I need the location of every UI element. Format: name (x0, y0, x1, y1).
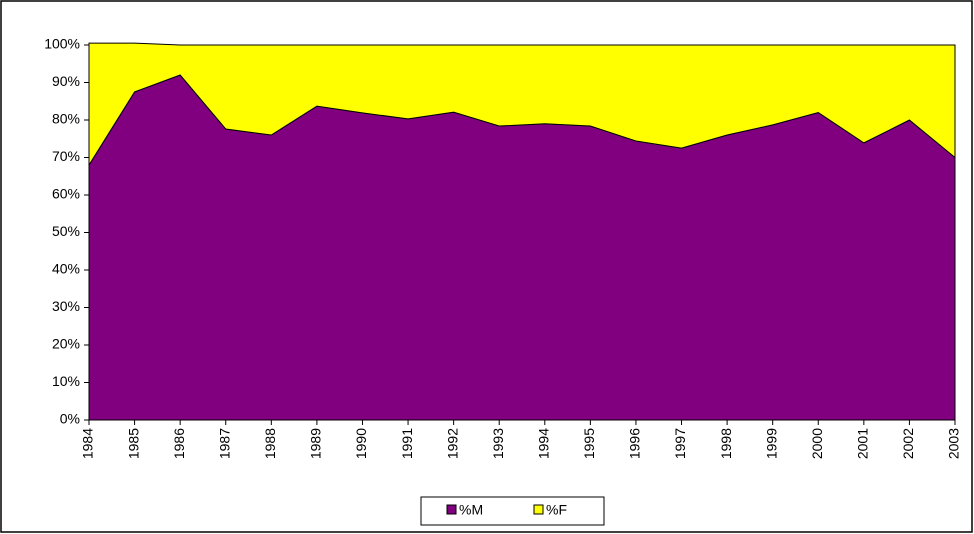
x-tick-label: 1990 (353, 428, 369, 459)
x-tick-label: 1994 (535, 428, 551, 459)
x-tick-label: 2003 (946, 428, 962, 459)
y-tick-label: 60% (52, 186, 80, 202)
y-tick-label: 100% (44, 36, 80, 52)
x-tick-label: 1997 (672, 428, 688, 459)
x-tick-label: 1992 (444, 428, 460, 459)
y-tick-label: 50% (52, 223, 80, 239)
y-tick-label: 10% (52, 373, 80, 389)
x-tick-label: 1986 (171, 428, 187, 459)
x-tick-label: 1993 (490, 428, 506, 459)
area (88, 42, 956, 167)
x-tick-label: 1995 (581, 428, 597, 459)
legend: %M %F (420, 496, 605, 526)
x-tick-label: 1991 (399, 428, 415, 459)
y-tick-label: 20% (52, 336, 80, 352)
legend-swatch (446, 504, 457, 515)
y-tick-label: 30% (52, 298, 80, 314)
x-tick-label: 1999 (763, 428, 779, 459)
x-tick-label: 1989 (308, 428, 324, 459)
x-tick-label: 1985 (125, 428, 141, 459)
y-tick-label: 0% (60, 411, 80, 427)
legend-swatch (533, 504, 544, 515)
y-tick-label: 40% (52, 261, 80, 277)
x-tick-label: 1987 (216, 428, 232, 459)
x-tick-label: 1998 (718, 428, 734, 459)
legend-label: %F (546, 502, 567, 518)
y-tick-label: 90% (52, 73, 80, 89)
x-tick-label: 2001 (855, 428, 871, 459)
y-tick-label: 70% (52, 148, 80, 164)
legend-label: %M (459, 502, 483, 518)
x-tick-label: 2002 (900, 428, 916, 459)
y-tick-label: 80% (52, 111, 80, 127)
x-tick-label: 2000 (809, 428, 825, 459)
area (88, 74, 956, 421)
x-tick-label: 1984 (80, 428, 96, 459)
x-tick-label: 1996 (627, 428, 643, 459)
x-tick-label: 1988 (262, 428, 278, 459)
